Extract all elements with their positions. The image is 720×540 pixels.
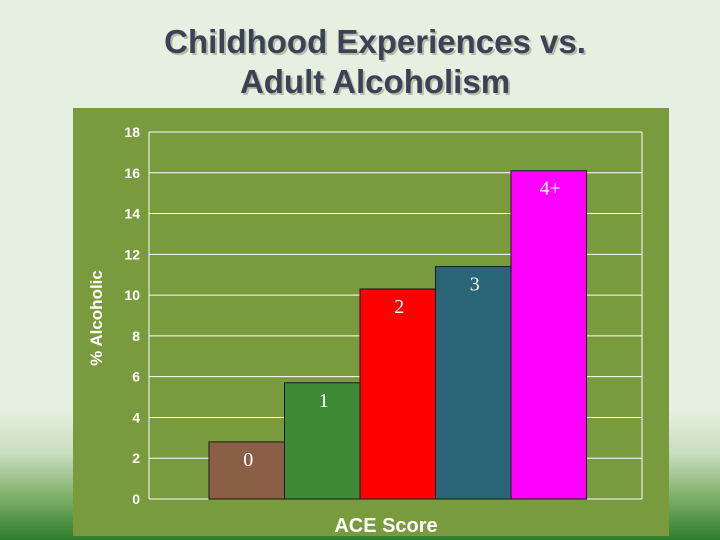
y-tick-label: 10 bbox=[124, 287, 140, 303]
slide-title-line-2: Adult Alcoholism bbox=[239, 63, 511, 100]
bar-3 bbox=[435, 266, 512, 500]
y-tick-label: 18 bbox=[124, 124, 140, 140]
y-tick-label: 16 bbox=[124, 165, 140, 181]
y-tick-label: 6 bbox=[132, 369, 140, 385]
bar-labels: 0 1 2 3 4+ bbox=[243, 178, 561, 471]
y-axis-ticks: 0 2 4 6 8 10 12 14 16 18 bbox=[124, 124, 140, 507]
bar-label-4+: 4+ bbox=[540, 178, 561, 200]
bar-label-2: 2 bbox=[394, 296, 404, 318]
bars bbox=[208, 170, 587, 500]
y-tick-label: 4 bbox=[132, 409, 140, 425]
y-axis-label: % Alcoholic bbox=[87, 270, 106, 366]
bar-2 bbox=[359, 288, 436, 500]
slide-title: Childhood Experiences vs. Adult Alcoholi… bbox=[0, 22, 720, 102]
bar-label-0: 0 bbox=[243, 449, 253, 471]
bar-4+ bbox=[510, 170, 587, 500]
bar-label-1: 1 bbox=[319, 390, 329, 412]
y-tick-label: 12 bbox=[124, 246, 140, 262]
y-tick-label: 8 bbox=[132, 328, 140, 344]
y-tick-label: 0 bbox=[132, 491, 140, 507]
y-tick-label: 14 bbox=[124, 206, 140, 222]
x-axis-label: ACE Score bbox=[334, 515, 437, 537]
bar-label-3: 3 bbox=[470, 274, 480, 296]
slide-title-line-1: Childhood Experiences vs. bbox=[164, 23, 586, 60]
y-tick-label: 2 bbox=[132, 450, 140, 466]
